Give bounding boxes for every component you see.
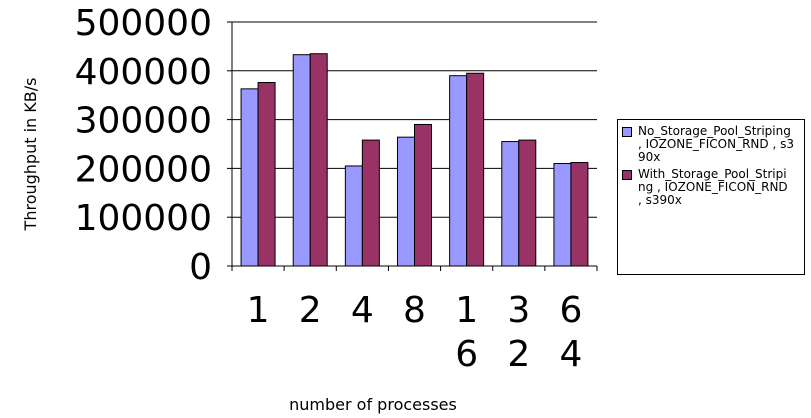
y-axis-label: Throughput in KB/s: [21, 78, 40, 232]
y-tick-label: 200000: [75, 149, 212, 190]
legend-item-series-2: With_Storage_Pool_Striping , IOZONE_FICO…: [622, 168, 800, 207]
legend: No_Storage_Pool_Striping , IOZONE_FICON_…: [617, 119, 805, 275]
x-tick-label: 4: [351, 290, 374, 331]
legend-label-series-2: With_Storage_Pool_Striping , IOZONE_FICO…: [638, 167, 788, 207]
bar-2-16: [466, 72, 485, 267]
y-tick-label: 100000: [75, 198, 212, 239]
bar-1-1: [240, 88, 259, 267]
x-tick-label: 8: [403, 290, 426, 331]
bar-1-4: [344, 165, 363, 267]
y-tick-label: 500000: [75, 3, 212, 44]
bar-2-2: [309, 53, 328, 267]
bars: [240, 53, 589, 267]
y-tick-labels: 0 100000 200000 300000 400000 500000: [75, 3, 212, 288]
bar-2-4: [361, 139, 380, 267]
bar-2-64: [570, 162, 589, 267]
x-axis-label: number of processes: [289, 395, 457, 414]
x-tick-labels: 1 2 4 8 1 6 3 2 6 4: [247, 290, 583, 375]
legend-swatch-series-1: [622, 127, 632, 137]
y-tick-label: 300000: [75, 101, 212, 142]
bar-1-64: [553, 163, 572, 267]
bar-1-8: [397, 136, 415, 267]
bar-1-16: [449, 75, 468, 267]
bar-2-1: [257, 82, 276, 267]
bar-1-2: [292, 54, 311, 267]
bar-1-32: [501, 141, 520, 267]
legend-label-series-1: No_Storage_Pool_Striping , IOZONE_FICON_…: [638, 124, 794, 164]
bar-2-32: [518, 139, 537, 267]
x-tick-label: 2: [299, 290, 322, 331]
axes: [227, 21, 598, 271]
y-tick-label: 400000: [75, 52, 212, 93]
legend-swatch-series-2: [622, 170, 632, 180]
bar-2-8: [414, 123, 432, 267]
y-tick-label: 0: [189, 247, 212, 288]
legend-item-series-1: No_Storage_Pool_Striping , IOZONE_FICON_…: [622, 125, 800, 164]
x-tick-label: 1: [247, 290, 270, 331]
